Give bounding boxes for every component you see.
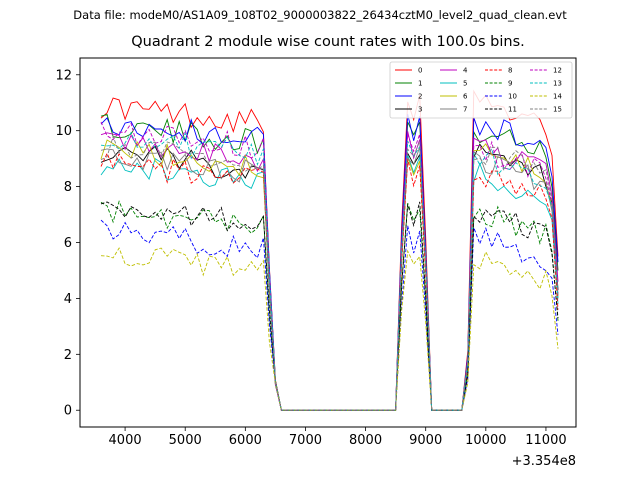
y-tick-label: 0 bbox=[64, 404, 72, 419]
legend-box bbox=[389, 61, 573, 119]
series-line-10 bbox=[100, 219, 559, 411]
legend-label-6: 6 bbox=[463, 93, 468, 101]
x-tick-label: 7000 bbox=[289, 433, 322, 448]
x-tick-label: 4000 bbox=[109, 433, 142, 448]
series-line-13 bbox=[100, 131, 559, 411]
series-line-11 bbox=[100, 201, 559, 411]
legend-label-8: 8 bbox=[508, 67, 512, 75]
legend-label-1: 1 bbox=[418, 80, 422, 88]
y-tick-label: 2 bbox=[64, 348, 72, 363]
x-tick-label: 9000 bbox=[409, 433, 442, 448]
legend-label-9: 9 bbox=[508, 80, 512, 88]
series-line-0 bbox=[100, 89, 559, 411]
x-tick-label: 6000 bbox=[229, 433, 262, 448]
legend-label-10: 10 bbox=[508, 93, 517, 101]
x-tick-label: 11000 bbox=[525, 433, 566, 448]
chart-title: Quadrant 2 module wise count rates with … bbox=[131, 34, 525, 50]
legend-label-15: 15 bbox=[553, 106, 562, 114]
legend-label-4: 4 bbox=[463, 67, 468, 75]
series-line-1 bbox=[100, 113, 559, 411]
series-line-15 bbox=[100, 135, 559, 411]
y-tick-label: 8 bbox=[64, 180, 72, 195]
legend-label-3: 3 bbox=[418, 106, 422, 114]
y-tick-label: 10 bbox=[55, 124, 72, 139]
series-line-5 bbox=[100, 154, 559, 411]
legend-label-12: 12 bbox=[553, 67, 562, 75]
figure-suptitle: Data file: modeM0/AS1A09_108T02_90000038… bbox=[73, 8, 567, 22]
x-tick-label: 5000 bbox=[169, 433, 202, 448]
y-tick-label: 6 bbox=[64, 236, 72, 251]
series-line-7 bbox=[100, 146, 559, 411]
series-line-8 bbox=[100, 152, 559, 411]
series-line-6 bbox=[100, 139, 559, 411]
x-offset-label: +3.354e8 bbox=[512, 454, 576, 469]
legend-label-0: 0 bbox=[418, 67, 422, 75]
y-tick-label: 4 bbox=[64, 292, 72, 307]
series-line-3 bbox=[100, 143, 559, 411]
legend-label-5: 5 bbox=[463, 80, 467, 88]
legend-label-11: 11 bbox=[508, 106, 517, 114]
series-line-9 bbox=[100, 200, 559, 411]
legend-label-13: 13 bbox=[553, 80, 562, 88]
y-tick-label: 12 bbox=[55, 68, 72, 83]
legend-label-2: 2 bbox=[418, 93, 422, 101]
x-tick-label: 10000 bbox=[465, 433, 506, 448]
legend-label-7: 7 bbox=[463, 106, 467, 114]
series-line-14 bbox=[100, 247, 559, 411]
legend-label-14: 14 bbox=[553, 93, 562, 101]
series-line-12 bbox=[100, 121, 559, 411]
x-tick-label: 8000 bbox=[349, 433, 382, 448]
series-line-2 bbox=[100, 114, 559, 411]
